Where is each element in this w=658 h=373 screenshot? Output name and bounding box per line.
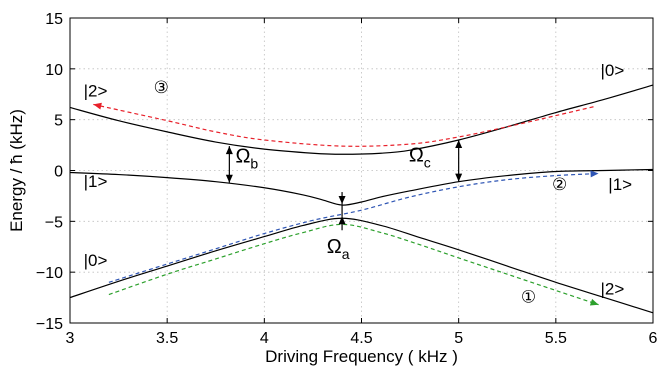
y-tick-label: 15	[45, 11, 63, 28]
gap-arrowhead	[455, 140, 463, 148]
gap-label-subscript: a	[342, 246, 350, 262]
gap-arrowhead	[225, 174, 233, 183]
x-tick-label: 4	[260, 330, 269, 347]
x-tick-label: 3	[66, 330, 75, 347]
gap-label-subscript: b	[250, 155, 258, 171]
x-axis-label: Driving Frequency ( kHz )	[265, 347, 458, 366]
x-tick-label: 3.5	[156, 330, 178, 347]
x-tick-label: 6	[649, 330, 658, 347]
gap-arrowhead	[455, 173, 463, 182]
path-arrowhead	[590, 170, 599, 178]
gap-arrowhead	[338, 196, 346, 205]
path-number-label: ②	[552, 175, 567, 194]
dashed-path-4	[93, 103, 595, 147]
plot-frame	[69, 17, 654, 324]
state-label: |2>	[601, 280, 625, 299]
x-tick-label: 4.5	[350, 330, 372, 347]
energy-curve-2	[69, 168, 654, 206]
y-tick-label: 0	[54, 164, 63, 181]
dashed-path-5	[108, 172, 599, 283]
x-tick-label: 5	[454, 330, 463, 347]
y-tick-label: 5	[54, 113, 63, 130]
energy-curve-3	[69, 217, 654, 314]
state-label: |1>	[608, 175, 632, 194]
gap-label-subscript: c	[424, 154, 431, 170]
gap-label-omega-c: Ωc	[409, 144, 431, 170]
annotations: |2> |0> |1> |1> |0> |2> ③ ② ① Ωa Ωb Ωc	[84, 61, 633, 307]
grid	[70, 18, 653, 323]
gap-label-omega-a: Ωa	[327, 236, 350, 262]
y-tick-label: 10	[45, 62, 63, 79]
y-tick-label: −15	[36, 316, 63, 333]
path-number-label: ③	[154, 78, 169, 97]
energy-curve-1	[69, 84, 654, 155]
y-tick-label: −5	[45, 214, 63, 231]
ticks: 3 3.5 4 4.5 5 5.5 6 15 10 5 0 −5 −10 −15	[36, 11, 658, 347]
state-label: |0>	[84, 251, 108, 270]
state-label: |0>	[601, 61, 625, 80]
gap-label-omega-b: Ωb	[235, 145, 258, 171]
curves	[69, 84, 654, 314]
state-label: |2>	[84, 81, 108, 100]
x-tick-label: 5.5	[545, 330, 567, 347]
state-label: |1>	[84, 172, 108, 191]
dashed-path-6	[108, 223, 599, 306]
gap-arrowhead	[225, 146, 233, 155]
path-arrowhead	[93, 102, 102, 110]
y-axis-label: Energy / ħ (kHz)	[7, 109, 26, 232]
y-tick-label: −10	[36, 265, 63, 282]
path-number-label: ①	[521, 288, 536, 307]
path-arrowhead	[589, 298, 599, 306]
gap-arrowhead	[338, 216, 346, 225]
